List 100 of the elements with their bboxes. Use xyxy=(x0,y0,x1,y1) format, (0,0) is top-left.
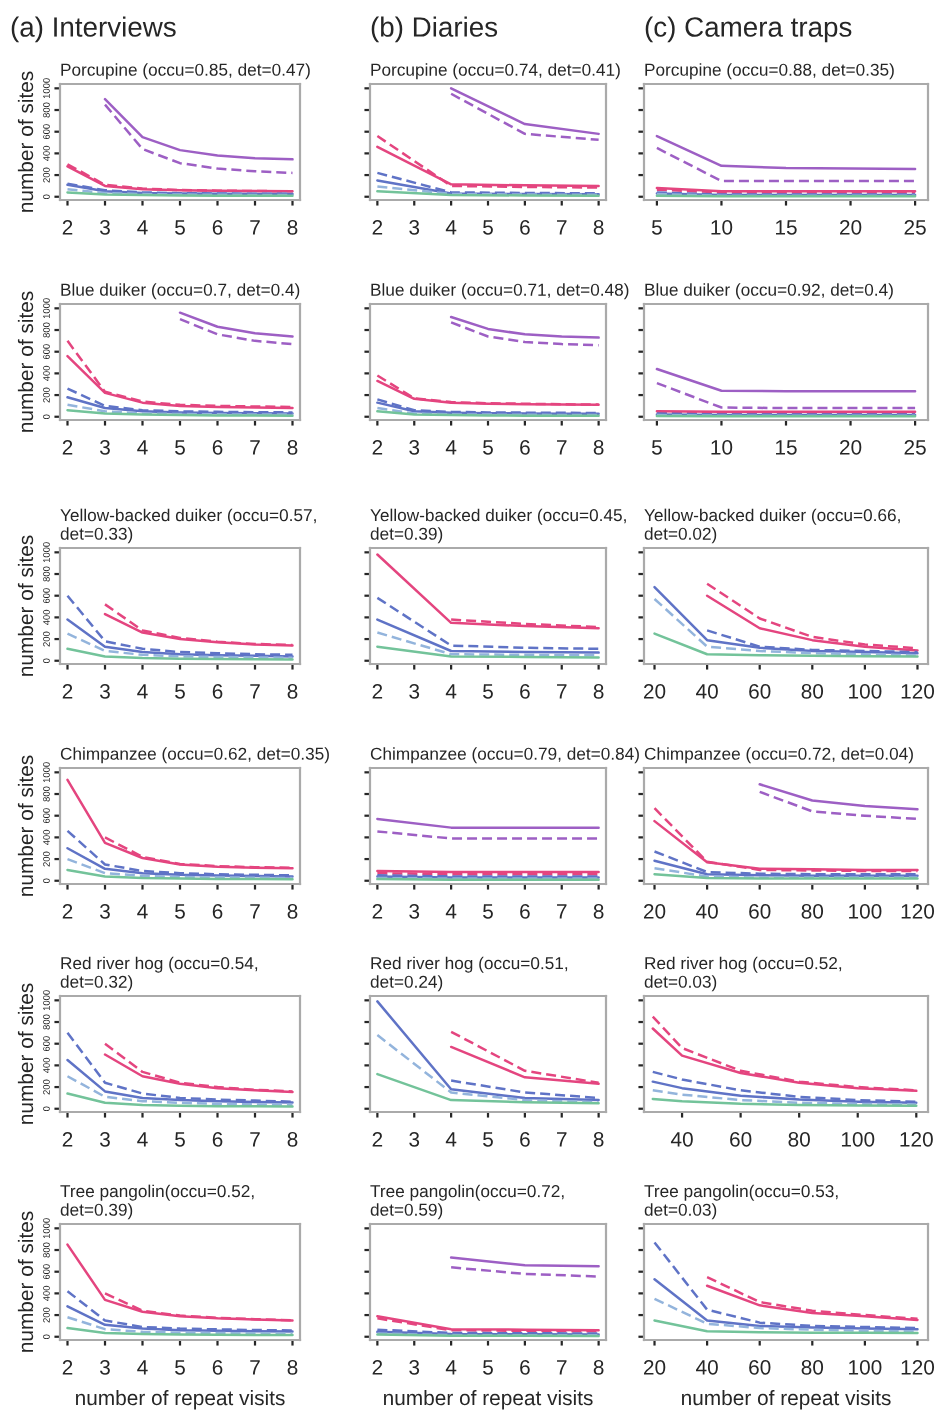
x-axis-title: number of repeat visits xyxy=(76,1389,285,1410)
x-tick-label: 20 xyxy=(643,683,666,699)
x-tick-label: 7 xyxy=(557,904,567,919)
x-tick-label: 3 xyxy=(409,219,420,235)
x-tick-label: 15 xyxy=(776,220,797,235)
chart-title: Porcupine (occu=0.74, det=0.41) xyxy=(371,63,620,80)
x-tick-label: 5 xyxy=(483,684,493,699)
x-tick-label: 2 xyxy=(62,683,73,699)
x-tick-label: 8 xyxy=(287,439,298,455)
chart-title: Chimpanzee (occu=0.72, det=0.04) xyxy=(644,747,913,764)
x-tick-label: 8 xyxy=(593,439,604,455)
line-series xyxy=(178,311,294,338)
x-tick-label: 6 xyxy=(520,1131,530,1147)
y-axis-title: number of sites xyxy=(17,291,34,432)
x-tick-label: 3 xyxy=(409,439,420,455)
x-tick-label: 7 xyxy=(557,1360,567,1375)
x-tick-label: 80 xyxy=(788,1131,810,1147)
x-tick-label: 6 xyxy=(212,1359,223,1375)
x-tick-label: 2 xyxy=(62,1131,73,1147)
x-tick-label: 5 xyxy=(483,1360,493,1375)
x-tick-label: 6 xyxy=(520,903,530,919)
x-tick-label: 100 xyxy=(849,1359,882,1375)
x-tick-label: 5 xyxy=(651,440,662,455)
line-series xyxy=(66,857,294,880)
x-tick-label: 2 xyxy=(372,683,383,699)
x-axis-title: number of repeat visits xyxy=(384,1389,593,1410)
x-tick-label: 8 xyxy=(593,903,604,919)
x-tick-label: 60 xyxy=(749,1359,771,1375)
x-tick-label: 120 xyxy=(901,903,935,919)
x-tick-label: 5 xyxy=(175,1132,185,1147)
chart-title: Tree pangolin(occu=0.72, det=0.59) xyxy=(370,1184,564,1220)
x-tick-label: 6 xyxy=(212,1131,223,1147)
x-tick-label: 2 xyxy=(62,439,73,455)
chart-title: Porcupine (occu=0.85, det=0.47) xyxy=(61,63,310,80)
x-tick-label: 4 xyxy=(137,904,148,919)
chart-title: Blue duiker (occu=0.71, det=0.48) xyxy=(371,283,629,300)
x-tick-label: 80 xyxy=(801,1359,824,1375)
x-tick-label: 20 xyxy=(643,1359,666,1375)
x-tick-label: 8 xyxy=(287,1131,298,1147)
x-tick-label: 4 xyxy=(445,684,457,699)
line-series xyxy=(178,317,294,346)
x-tick-label: 2 xyxy=(372,219,383,235)
x-tick-label: 60 xyxy=(749,683,771,699)
x-tick-label: 8 xyxy=(593,219,604,235)
x-tick-label: 25 xyxy=(904,439,926,455)
x-tick-label: 2 xyxy=(372,439,383,455)
x-tick-label: 80 xyxy=(801,903,824,919)
x-tick-label: 6 xyxy=(212,439,223,455)
x-tick-label: 15 xyxy=(776,440,797,455)
x-tick-label: 7 xyxy=(250,440,260,455)
x-tick-label: 2 xyxy=(62,903,73,919)
x-tick-label: 7 xyxy=(557,1132,567,1147)
x-tick-label: 5 xyxy=(175,904,185,919)
x-tick-label: 100 xyxy=(849,903,882,919)
x-tick-label: 20 xyxy=(840,439,862,455)
x-tick-label: 2 xyxy=(372,1131,383,1147)
x-tick-label: 40 xyxy=(696,903,718,919)
x-tick-label: 100 xyxy=(849,683,882,699)
x-tick-label: 60 xyxy=(749,903,771,919)
x-tick-label: 5 xyxy=(175,684,185,699)
x-tick-label: 7 xyxy=(557,220,567,235)
x-tick-label: 6 xyxy=(212,219,223,235)
x-tick-label: 2 xyxy=(62,1359,73,1375)
x-tick-label: 7 xyxy=(250,684,260,699)
line-series xyxy=(66,1315,294,1335)
chart-title: Yellow-backed duiker (occu=0.66, det=0.02) xyxy=(644,508,900,544)
x-tick-label: 3 xyxy=(100,219,110,235)
x-tick-label: 3 xyxy=(100,683,110,699)
x-tick-label: 120 xyxy=(901,683,935,699)
line-series xyxy=(66,1074,294,1106)
x-tick-label: 25 xyxy=(904,219,926,235)
x-tick-label: 3 xyxy=(409,903,420,919)
x-tick-label: 4 xyxy=(445,220,457,235)
x-tick-label: 3 xyxy=(409,1131,420,1147)
y-axis-title: number of sites xyxy=(17,755,34,896)
x-tick-label: 10 xyxy=(711,219,733,235)
x-tick-label: 6 xyxy=(520,1359,530,1375)
x-tick-label: 40 xyxy=(696,683,718,699)
x-tick-label: 6 xyxy=(520,439,530,455)
x-tick-label: 3 xyxy=(100,1131,110,1147)
x-tick-label: 8 xyxy=(287,1359,298,1375)
x-tick-label: 4 xyxy=(137,1360,148,1375)
x-tick-label: 3 xyxy=(409,1359,420,1375)
chart-title: Porcupine (occu=0.88, det=0.35) xyxy=(645,63,894,80)
x-tick-label: 7 xyxy=(250,904,260,919)
x-tick-label: 3 xyxy=(409,683,420,699)
chart-title: Red river hog (occu=0.51, det=0.24) xyxy=(370,956,568,992)
x-tick-label: 5 xyxy=(483,1132,493,1147)
x-tick-label: 4 xyxy=(445,1132,457,1147)
x-tick-label: 20 xyxy=(643,903,666,919)
x-tick-label: 5 xyxy=(175,220,185,235)
chart-title: Chimpanzee (occu=0.62, det=0.35) xyxy=(60,747,329,764)
x-tick-label: 4 xyxy=(137,1132,148,1147)
x-tick-label: 120 xyxy=(900,1131,933,1147)
x-tick-label: 20 xyxy=(840,219,862,235)
chart-title: Blue duiker (occu=0.92, det=0.4) xyxy=(645,283,893,300)
line-series xyxy=(66,632,294,659)
text: (a) Interviews xyxy=(11,16,176,43)
x-tick-label: 8 xyxy=(287,683,298,699)
x-tick-label: 7 xyxy=(557,684,567,699)
